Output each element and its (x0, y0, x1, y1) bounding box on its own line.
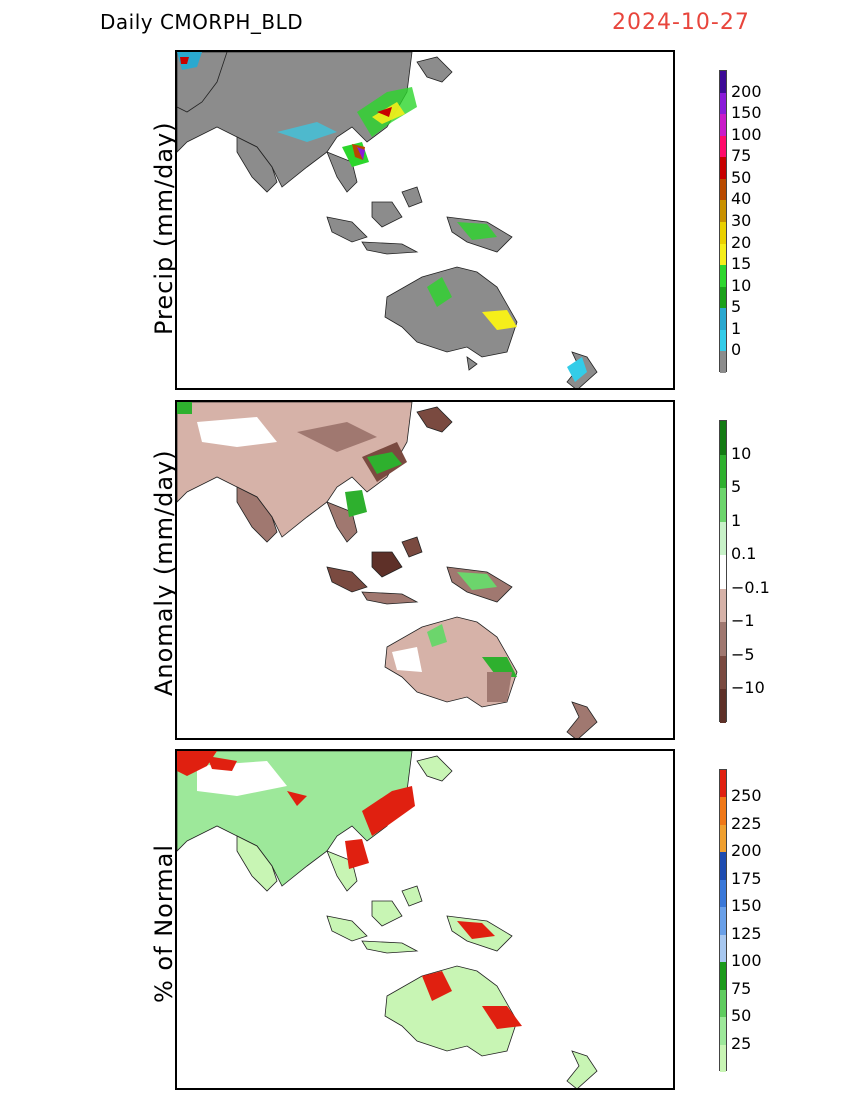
colorbar-block (720, 221, 726, 244)
colorbar-tick-label: 40 (731, 189, 752, 209)
colorbar-block (720, 71, 726, 93)
colorbar-tick-label: 5 (731, 477, 742, 497)
colorbar-block (720, 797, 726, 825)
colorbar-tick-label: 10 (731, 443, 752, 463)
colorbar-block (720, 1044, 726, 1072)
colorbar-block (720, 135, 726, 158)
colorbar-block (720, 588, 726, 623)
colorbar-tick-label: 100 (731, 124, 762, 144)
percent-axis-label: % of Normal (150, 843, 178, 1003)
colorbar-block (720, 308, 726, 330)
colorbar-tick-label: 0 (731, 340, 742, 360)
precip-shading (177, 52, 587, 382)
anomaly-shading (177, 402, 517, 702)
percent-shading (177, 751, 522, 1029)
colorbar-tick-label: 125 (731, 923, 762, 943)
colorbar-block (720, 879, 726, 908)
colorbar-tick-label: 5 (731, 297, 742, 317)
colorbar-block (720, 265, 726, 287)
percent-map-panel (175, 749, 675, 1090)
colorbar-block (720, 555, 726, 589)
colorbar-block (720, 351, 726, 373)
colorbar-tick-label: −10 (731, 678, 765, 698)
colorbar-tick-label: 15 (731, 254, 752, 274)
colorbar-block (720, 329, 726, 352)
colorbar-block (720, 157, 726, 179)
colorbar-block (720, 243, 726, 266)
colorbar-block (720, 852, 726, 880)
colorbar-tick-label: 200 (731, 841, 762, 861)
colorbar-block (720, 622, 726, 656)
colorbar-block (720, 689, 726, 723)
colorbar-tick-label: 150 (731, 103, 762, 123)
colorbar-tick-label: 10 (731, 275, 752, 295)
colorbar-tick-label: 50 (731, 167, 752, 187)
colorbar-block (720, 286, 726, 309)
colorbar-block (720, 934, 726, 963)
colorbar-tick-label: 225 (731, 813, 762, 833)
colorbar-tick-label: 50 (731, 1006, 752, 1026)
colorbar-tick-label: 25 (731, 1033, 752, 1053)
anomaly-map-panel (175, 400, 675, 740)
anomaly-axis-label: Anomaly (mm/day) (150, 449, 178, 696)
colorbar-block (720, 454, 726, 489)
colorbar-block (720, 824, 726, 853)
precip-map (177, 52, 598, 388)
precip-axis-label: Precip (mm/day) (150, 121, 178, 335)
colorbar-block (720, 92, 726, 115)
colorbar-block (720, 907, 726, 935)
land-mass (177, 52, 598, 388)
colorbar-block (720, 178, 726, 201)
colorbar-tick-label: 20 (731, 232, 752, 252)
colorbar-tick-label: 100 (731, 951, 762, 971)
percent-map (177, 751, 598, 1088)
precip-colorbar (719, 70, 727, 373)
colorbar-tick-label: 1 (731, 510, 742, 530)
colorbar-block (720, 1017, 726, 1045)
colorbar-tick-label: 1 (731, 318, 742, 338)
colorbar-tick-label: 150 (731, 896, 762, 916)
product-title: Daily CMORPH_BLD (100, 10, 304, 34)
colorbar-block (720, 421, 726, 455)
colorbar-tick-label: 200 (731, 81, 762, 101)
colorbar-tick-label: 175 (731, 868, 762, 888)
colorbar-block (720, 962, 726, 990)
colorbar-block (720, 989, 726, 1018)
colorbar-tick-label: 0.1 (731, 544, 757, 564)
colorbar-tick-label: −0.1 (731, 577, 770, 597)
date-label: 2024-10-27 (612, 10, 750, 35)
colorbar-block (720, 770, 726, 798)
colorbar-block (720, 114, 726, 136)
anomaly-map (177, 402, 598, 738)
colorbar-block (720, 200, 726, 222)
anomaly-colorbar (719, 420, 727, 723)
colorbar-block (720, 521, 726, 556)
percent-colorbar (719, 769, 727, 1072)
colorbar-block (720, 655, 726, 690)
colorbar-tick-label: 30 (731, 211, 752, 230)
colorbar-tick-label: −1 (731, 611, 755, 631)
colorbar-tick-label: −5 (731, 644, 755, 664)
colorbar-tick-label: 75 (731, 146, 752, 166)
colorbar-block (720, 488, 726, 522)
colorbar-tick-label: 75 (731, 978, 752, 998)
colorbar-tick-label: 250 (731, 786, 762, 806)
precip-map-panel (175, 50, 675, 390)
